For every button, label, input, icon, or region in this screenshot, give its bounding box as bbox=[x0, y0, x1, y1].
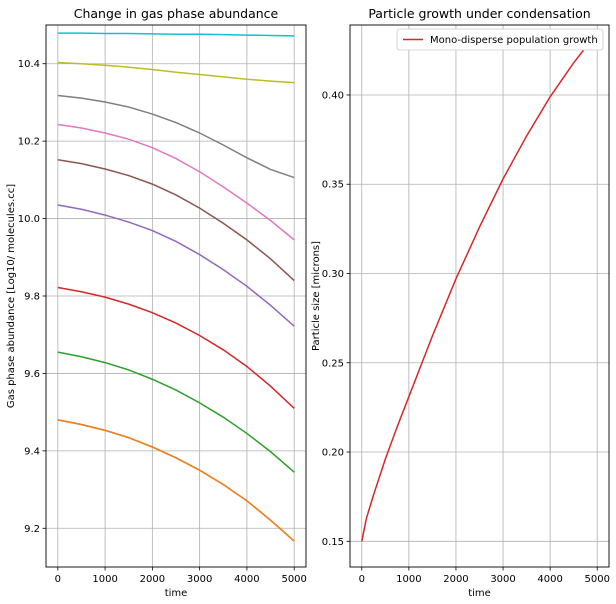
left-series-line-0 bbox=[57, 419, 295, 542]
left-chart-title: Change in gas phase abundance bbox=[74, 6, 279, 21]
left-series-line-6 bbox=[57, 123, 295, 241]
left-xtick-label: 0 bbox=[55, 574, 61, 585]
left-series-line-1 bbox=[57, 419, 295, 542]
left-series-line-3 bbox=[57, 286, 295, 409]
right-xtick-label: 3000 bbox=[490, 574, 515, 585]
left-x-axis-label: time bbox=[165, 588, 188, 599]
left-xtick-label: 5000 bbox=[281, 574, 306, 585]
left-series-line-5 bbox=[57, 158, 295, 282]
left-ytick-label: 9.2 bbox=[24, 524, 40, 535]
left-xtick-label: 2000 bbox=[140, 574, 165, 585]
legend-frame bbox=[396, 28, 604, 51]
right-chart: 0 1000 2000 3000 4000 5000 0.15 0.20 0.25 0.30 0.3… bbox=[311, 6, 610, 599]
legend-entry-label: Mono-disperse population growth bbox=[430, 35, 598, 46]
right-xtick-label: 0 bbox=[359, 574, 365, 585]
left-series-line-7 bbox=[57, 94, 295, 179]
left-series-line-4 bbox=[57, 204, 295, 327]
right-xtick-label: 4000 bbox=[537, 574, 562, 585]
left-series-line-9 bbox=[57, 32, 295, 37]
left-y-axis-label: Gas phase abundance [Log10/ molecules.cc… bbox=[6, 184, 17, 408]
left-ytick-label: 9.8 bbox=[24, 292, 40, 303]
left-xtick-label: 4000 bbox=[234, 574, 259, 585]
right-legend: Mono-disperse population growth bbox=[396, 28, 604, 51]
right-ytick-label: 0.35 bbox=[322, 180, 344, 191]
left-series-line-2 bbox=[57, 351, 295, 473]
left-ytick-label: 10.4 bbox=[18, 59, 40, 70]
left-ytick-label: 10.0 bbox=[18, 214, 40, 225]
right-ytick-label: 0.15 bbox=[322, 537, 344, 548]
right-ytick-label: 0.20 bbox=[322, 448, 344, 459]
right-ytick-label: 0.30 bbox=[322, 269, 344, 280]
left-xtick-label: 3000 bbox=[187, 574, 212, 585]
left-series-line-8 bbox=[57, 61, 295, 84]
right-y-axis-label: Particle size [microns] bbox=[311, 241, 322, 351]
right-xtick-label: 5000 bbox=[585, 574, 610, 585]
left-chart: 0 1000 2000 3000 4000 5000 9.2 9.4 9.6 9.8 10.0 10.… bbox=[6, 6, 307, 599]
left-plot-frame bbox=[45, 24, 307, 568]
left-ytick-label: 9.6 bbox=[24, 369, 40, 380]
right-ytick-label: 0.25 bbox=[322, 358, 344, 369]
right-series-line-0 bbox=[361, 32, 598, 542]
right-xtick-label: 1000 bbox=[396, 574, 421, 585]
left-ytick-label: 10.2 bbox=[18, 137, 40, 148]
right-chart-title: Particle growth under condensation bbox=[368, 6, 590, 21]
left-ytick-label: 9.4 bbox=[24, 446, 40, 457]
left-xtick-label: 1000 bbox=[92, 574, 117, 585]
right-x-axis-label: time bbox=[468, 588, 491, 599]
right-xtick-label: 2000 bbox=[443, 574, 468, 585]
right-plot-frame bbox=[349, 24, 610, 568]
right-ytick-label: 0.40 bbox=[322, 90, 344, 101]
